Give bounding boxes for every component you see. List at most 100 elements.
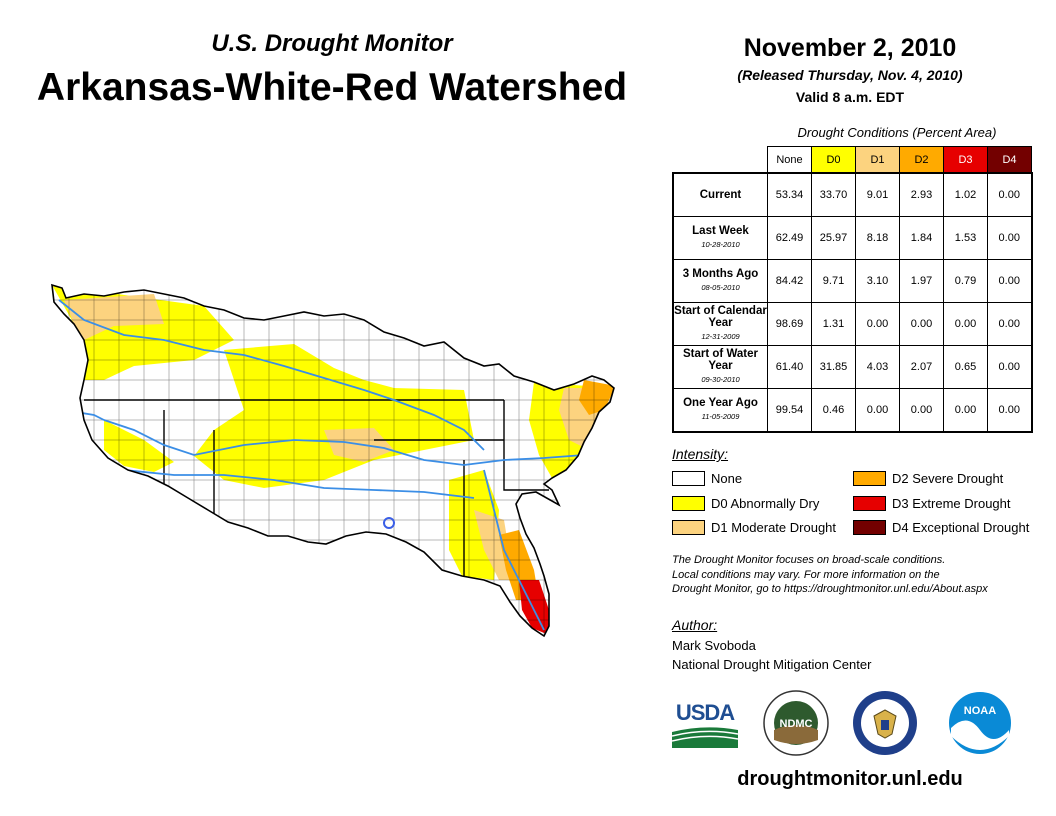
ndmc-logo: NDMC (763, 690, 829, 756)
ndmc-logo-text: NDMC (780, 718, 813, 730)
table-cell: 9.01 (855, 172, 900, 217)
row-date: 10-28-2010 (701, 240, 740, 249)
table-cell: 0.00 (855, 388, 900, 433)
table-cell: 25.97 (811, 216, 856, 260)
row-label: Start of Water Year 09-30-2010 (672, 345, 768, 389)
region-title: Arkansas-White-Red Watershed (36, 66, 628, 109)
table-row: Current 53.34 33.70 9.01 2.93 1.02 0.00 (672, 172, 1032, 217)
table-cell: 0.46 (811, 388, 856, 433)
table-corner (673, 147, 768, 174)
table-cell: 1.84 (899, 216, 944, 260)
table-cell: 9.71 (811, 259, 856, 303)
table-cell: 61.40 (767, 345, 812, 389)
row-label: 3 Months Ago 08-05-2010 (672, 259, 768, 303)
watershed-outline (51, 283, 615, 638)
row-date: 08-05-2010 (701, 283, 740, 292)
legend-item-d3: D3 Extreme Drought (853, 496, 1011, 511)
valid-time: Valid 8 a.m. EDT (795, 89, 905, 105)
row-label-text: Start of Calendar Year (674, 305, 767, 329)
table-cell: 2.07 (899, 345, 944, 389)
table-cell: 98.69 (767, 302, 812, 346)
row-label-text: One Year Ago (683, 397, 758, 409)
table-cell: 1.02 (943, 172, 988, 217)
table-row: 3 Months Ago 08-05-2010 84.42 9.71 3.10 1… (672, 259, 1032, 303)
row-date: 11-05-2009 (701, 412, 740, 421)
disclaimer-text: The Drought Monitor focuses on broad-sca… (672, 553, 1042, 597)
col-header-d4: D4 (987, 146, 1032, 174)
table-cell: 62.49 (767, 216, 812, 260)
usda-logo: USDA (675, 700, 735, 725)
table-cell: 0.00 (987, 345, 1032, 389)
table-cell: 84.42 (767, 259, 812, 303)
table-caption: Drought Conditions (Percent Area) (797, 125, 997, 140)
row-label-text: Last Week (692, 225, 749, 237)
col-header-d1: D1 (855, 146, 900, 174)
table-row: Last Week 10-28-2010 62.49 25.97 8.18 1.8… (672, 216, 1032, 260)
commerce-seal (853, 691, 917, 755)
col-header-d0: D0 (811, 146, 856, 174)
reservoir (383, 517, 395, 529)
disclaimer-line: The Drought Monitor focuses on broad-sca… (672, 554, 946, 566)
website-link[interactable]: droughtmonitor.unl.edu (737, 768, 963, 790)
legend-label: D4 Exceptional Drought (892, 520, 1030, 535)
table-header-row: None D0 D1 D2 D3 D4 (673, 146, 1032, 174)
table-cell: 0.00 (943, 388, 988, 433)
table-cell: 0.00 (855, 302, 900, 346)
legend-swatch-d4 (853, 520, 886, 535)
author-name: Mark Svoboda (672, 638, 756, 653)
legend-item-d1: D1 Moderate Drought (672, 520, 836, 535)
release-date: (Released Thursday, Nov. 4, 2010) (737, 67, 963, 83)
rivers (58, 299, 585, 631)
legend-swatch-d2 (853, 471, 886, 486)
author-org: National Drought Mitigation Center (672, 657, 872, 672)
legend-swatch-d0 (672, 496, 705, 511)
table-cell: 8.18 (855, 216, 900, 260)
table-cell: 99.54 (767, 388, 812, 433)
legend-item-none: None (672, 471, 742, 486)
d0-area-west (104, 420, 174, 472)
table-cell: 0.00 (987, 172, 1032, 217)
legend-label: None (711, 471, 743, 486)
disclaimer-line: Local conditions may vary. For more info… (672, 568, 940, 581)
disclaimer-line: Drought Monitor, go to https://droughtmo… (672, 583, 988, 595)
legend-item-d2: D2 Severe Drought (853, 471, 1003, 486)
author-title: Author: (672, 617, 718, 633)
table-cell: 0.00 (987, 259, 1032, 303)
table-cell: 0.00 (987, 302, 1032, 346)
d1-area-northwest (64, 294, 164, 340)
table-cell: 0.65 (943, 345, 988, 389)
table-cell: 3.10 (855, 259, 900, 303)
table-row: Start of Water Year 09-30-2010 61.40 31.8… (672, 345, 1032, 389)
legend-title: Intensity: (672, 446, 729, 462)
table-cell: 2.93 (899, 172, 944, 217)
table-cell: 1.53 (943, 216, 988, 260)
table-cell: 4.03 (855, 345, 900, 389)
table-cell: 0.00 (943, 302, 988, 346)
table-cell: 53.34 (767, 172, 812, 217)
map-date: November 2, 2010 (743, 34, 957, 62)
col-header-d2: D2 (899, 146, 944, 174)
legend-label: D0 Abnormally Dry (711, 496, 820, 511)
legend-swatch-d3 (853, 496, 886, 511)
table-cell: 33.70 (811, 172, 856, 217)
noaa-logo-text: NOAA (964, 705, 996, 717)
table-cell: 0.00 (987, 388, 1032, 433)
monitor-title: U.S. Drought Monitor (211, 30, 453, 57)
row-label-text: Start of Water Year (683, 348, 758, 372)
d2-area-east (579, 380, 614, 415)
table-cell: 0.00 (899, 302, 944, 346)
table-cell: 0.00 (987, 216, 1032, 260)
noaa-logo: NOAA (947, 690, 1013, 756)
row-label: One Year Ago 11-05-2009 (672, 388, 768, 433)
drought-map (51, 283, 615, 638)
col-header-none: None (767, 146, 812, 174)
legend-item-d4: D4 Exceptional Drought (853, 520, 1029, 535)
row-label: Current (672, 172, 768, 217)
drought-conditions-table: None D0 D1 D2 D3 D4 Current 53.34 33.70 … (672, 146, 1033, 433)
legend-label: D1 Moderate Drought (711, 520, 837, 535)
table-cell: 1.97 (899, 259, 944, 303)
table-cell: 1.31 (811, 302, 856, 346)
row-label-text: Current (699, 189, 742, 201)
row-label-text: 3 Months Ago (682, 268, 759, 280)
row-date: 12-31-2009 (701, 332, 740, 341)
